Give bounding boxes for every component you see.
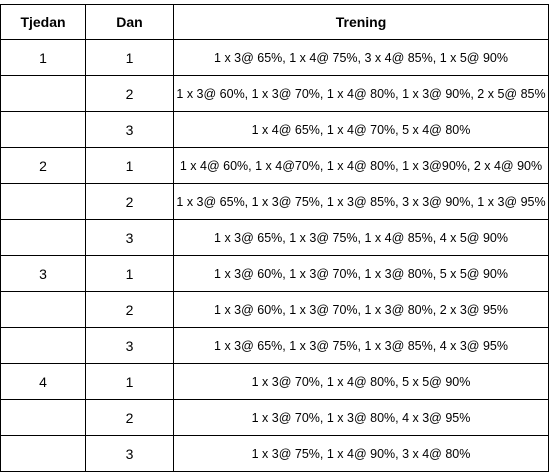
table-row: 2 1 x 3@ 60%, 1 x 3@ 70%, 1 x 3@ 80%, 2 … [0, 291, 549, 328]
table-row: 4 1 1 x 3@ 70%, 1 x 4@ 80%, 5 x 5@ 90% [0, 363, 549, 400]
table-body: 1 1 1 x 3@ 65%, 1 x 4@ 75%, 3 x 4@ 85%, … [0, 39, 549, 472]
week-cell [0, 219, 86, 256]
header-training: Trening [173, 4, 549, 40]
week-cell: 2 [0, 147, 86, 184]
week-cell: 3 [0, 255, 86, 292]
table-row: 1 1 1 x 3@ 65%, 1 x 4@ 75%, 3 x 4@ 85%, … [0, 39, 549, 76]
training-plan-table: Tjedan Dan Trening 1 1 1 x 3@ 65%, 1 x 4… [0, 4, 549, 472]
week-cell [0, 75, 86, 112]
training-cell: 1 x 3@ 60%, 1 x 3@ 70%, 1 x 3@ 80%, 2 x … [173, 291, 549, 328]
training-cell: 1 x 3@ 70%, 1 x 3@ 80%, 4 x 3@ 95% [173, 399, 549, 436]
training-cell: 1 x 4@ 60%, 1 x 4@70%, 1 x 4@ 80%, 1 x 3… [173, 147, 549, 184]
week-cell [0, 435, 86, 472]
header-day: Dan [85, 4, 174, 40]
training-cell: 1 x 3@ 70%, 1 x 4@ 80%, 5 x 5@ 90% [173, 363, 549, 400]
day-cell: 3 [85, 327, 174, 364]
week-cell: 1 [0, 39, 86, 76]
training-cell: 1 x 3@ 65%, 1 x 3@ 75%, 1 x 4@ 85%, 4 x … [173, 219, 549, 256]
day-cell: 3 [85, 111, 174, 148]
table-row: 3 1 x 4@ 65%, 1 x 4@ 70%, 5 x 4@ 80% [0, 111, 549, 148]
table-row: 3 1 x 3@ 75%, 1 x 4@ 90%, 3 x 4@ 80% [0, 435, 549, 472]
table-row: 3 1 1 x 3@ 60%, 1 x 3@ 70%, 1 x 3@ 80%, … [0, 255, 549, 292]
table-row: 2 1 x 3@ 70%, 1 x 3@ 80%, 4 x 3@ 95% [0, 399, 549, 436]
table-row: 3 1 x 3@ 65%, 1 x 3@ 75%, 1 x 4@ 85%, 4 … [0, 219, 549, 256]
day-cell: 2 [85, 399, 174, 436]
week-cell: 4 [0, 363, 86, 400]
week-cell [0, 111, 86, 148]
table-row: 2 1 x 3@ 65%, 1 x 3@ 75%, 1 x 3@ 85%, 3 … [0, 183, 549, 220]
week-cell [0, 183, 86, 220]
table-row: 3 1 x 3@ 65%, 1 x 3@ 75%, 1 x 3@ 85%, 4 … [0, 327, 549, 364]
table-row: 2 1 x 3@ 60%, 1 x 3@ 70%, 1 x 4@ 80%, 1 … [0, 75, 549, 112]
training-cell: 1 x 3@ 60%, 1 x 3@ 70%, 1 x 3@ 80%, 5 x … [173, 255, 549, 292]
training-cell: 1 x 4@ 65%, 1 x 4@ 70%, 5 x 4@ 80% [173, 111, 549, 148]
header-week: Tjedan [0, 4, 86, 40]
day-cell: 2 [85, 291, 174, 328]
training-cell: 1 x 3@ 65%, 1 x 3@ 75%, 1 x 3@ 85%, 3 x … [173, 183, 549, 220]
day-cell: 2 [85, 75, 174, 112]
week-cell [0, 291, 86, 328]
day-cell: 2 [85, 183, 174, 220]
week-cell [0, 327, 86, 364]
day-cell: 3 [85, 219, 174, 256]
day-cell: 1 [85, 363, 174, 400]
table-row: 2 1 1 x 4@ 60%, 1 x 4@70%, 1 x 4@ 80%, 1… [0, 147, 549, 184]
table-header-row: Tjedan Dan Trening [0, 4, 549, 40]
day-cell: 1 [85, 255, 174, 292]
training-cell: 1 x 3@ 65%, 1 x 3@ 75%, 1 x 3@ 85%, 4 x … [173, 327, 549, 364]
training-cell: 1 x 3@ 65%, 1 x 4@ 75%, 3 x 4@ 85%, 1 x … [173, 39, 549, 76]
week-cell [0, 399, 86, 436]
day-cell: 1 [85, 147, 174, 184]
day-cell: 3 [85, 435, 174, 472]
training-cell: 1 x 3@ 75%, 1 x 4@ 90%, 3 x 4@ 80% [173, 435, 549, 472]
training-cell: 1 x 3@ 60%, 1 x 3@ 70%, 1 x 4@ 80%, 1 x … [173, 75, 549, 112]
day-cell: 1 [85, 39, 174, 76]
